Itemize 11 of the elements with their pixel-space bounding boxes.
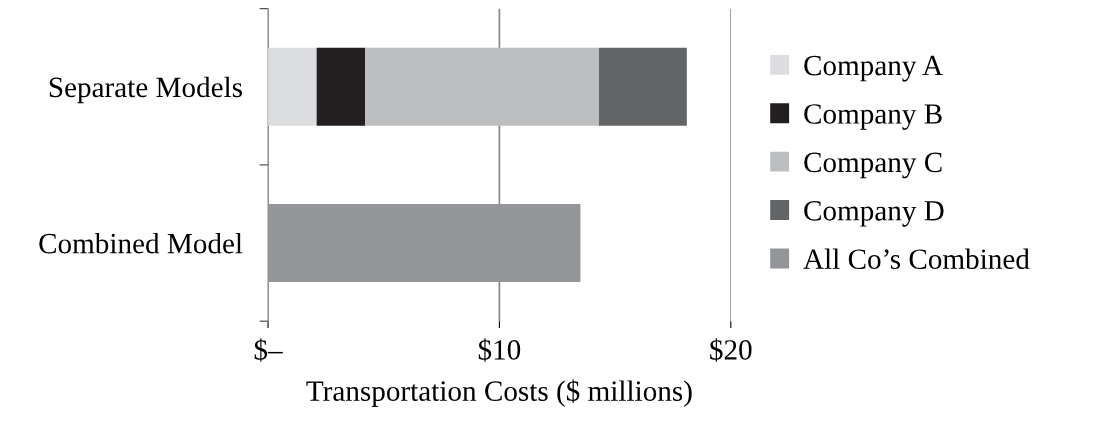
legend-label: Company B [804, 104, 942, 130]
y-tick-label: Separate Models [49, 76, 242, 104]
y-tick-label: Combined Model [39, 232, 243, 254]
legend-label: All Co’s Combined [803, 248, 1030, 270]
legend-label: Company A [804, 55, 943, 82]
x-tick-label: $20 [710, 338, 752, 362]
x-axis-title: Transportation Costs ($ millions) [306, 379, 692, 407]
x-tick-label: $10 [478, 338, 521, 362]
legend-label: Company D [804, 201, 944, 227]
legend-label: Company C [804, 152, 942, 179]
x-tick-label: $– [254, 338, 283, 362]
